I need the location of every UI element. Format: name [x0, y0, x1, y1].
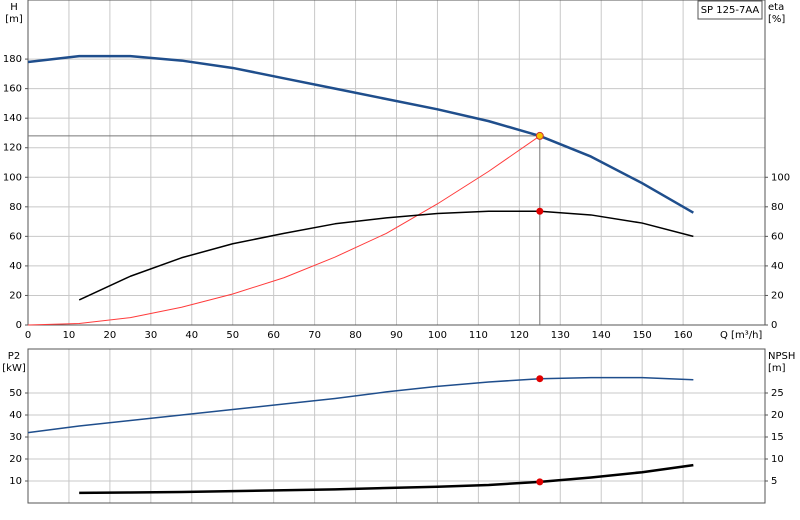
- y-tick-label: 0: [16, 320, 22, 331]
- x-axis-label: Q [m³/h]: [720, 330, 762, 341]
- curve: [27, 54, 694, 214]
- y-tick-label: 180: [3, 54, 22, 65]
- x-tick-label: 90: [390, 330, 403, 341]
- model-label: SP 125-7AA: [701, 5, 760, 16]
- y-tick-label: 100: [3, 172, 22, 183]
- curve: [78, 210, 694, 301]
- x-tick-label: 160: [674, 330, 693, 341]
- duty-point: [535, 131, 544, 140]
- y2-tick-label: 20: [771, 290, 784, 301]
- x-tick-label: 150: [633, 330, 652, 341]
- x-tick-label: 10: [63, 330, 76, 341]
- y-axis-unit: [m]: [5, 14, 23, 25]
- y2-tick-label: 100: [771, 172, 790, 183]
- x-tick-label: 110: [469, 330, 488, 341]
- x-tick-label: 20: [104, 330, 117, 341]
- x-tick-label: 100: [428, 330, 447, 341]
- y-tick-label: 160: [3, 84, 22, 95]
- plot-frame: [27, 0, 766, 326]
- y2-axis-unit: [m]: [768, 363, 786, 374]
- x-tick-label: 80: [349, 330, 362, 341]
- x-tick-label: 50: [226, 330, 239, 341]
- y-tick-label: 40: [9, 261, 22, 272]
- label-box: [697, 0, 763, 20]
- y2-tick-label: 60: [771, 231, 784, 242]
- y2-axis-unit: [%]: [768, 14, 785, 25]
- curve: [79, 463, 694, 495]
- x-tick-label: 130: [551, 330, 570, 341]
- y2-tick-label: 40: [771, 261, 784, 272]
- x-tick-label: 120: [510, 330, 529, 341]
- y-axis-label: P2: [8, 351, 20, 362]
- y2-tick-label: 25: [771, 388, 784, 399]
- y-tick-label: 30: [9, 432, 22, 443]
- y2-axis-label: NPSH: [768, 351, 795, 362]
- y-axis-label: H: [10, 2, 18, 13]
- y-tick-label: 80: [9, 202, 22, 213]
- y-axis-unit: [kW]: [2, 363, 26, 374]
- duty-point: [536, 207, 544, 215]
- y-tick-label: 10: [9, 476, 22, 487]
- y2-tick-label: 20: [771, 410, 784, 421]
- y2-tick-label: 0: [771, 320, 777, 331]
- y2-axis-label: eta: [768, 2, 784, 13]
- plot-frame: [27, 348, 766, 504]
- y-tick-label: 20: [9, 454, 22, 465]
- y2-tick-label: 15: [771, 432, 784, 443]
- y-tick-label: 20: [9, 290, 22, 301]
- curve: [27, 135, 541, 326]
- x-tick-label: 0: [25, 330, 31, 341]
- y-tick-label: 40: [9, 410, 22, 421]
- y2-tick-label: 5: [771, 476, 777, 487]
- x-tick-label: 60: [267, 330, 280, 341]
- y-tick-label: 120: [3, 143, 22, 154]
- x-tick-label: 140: [592, 330, 611, 341]
- duty-point: [536, 478, 544, 486]
- y-tick-label: 60: [9, 231, 22, 242]
- x-tick-label: 30: [144, 330, 157, 341]
- y-tick-label: 50: [9, 388, 22, 399]
- curve: [27, 376, 694, 434]
- x-tick-label: 70: [308, 330, 321, 341]
- y-tick-label: 140: [3, 113, 22, 124]
- y2-tick-label: 10: [771, 454, 784, 465]
- duty-point: [536, 375, 544, 383]
- x-tick-label: 40: [185, 330, 198, 341]
- y2-tick-label: 80: [771, 202, 784, 213]
